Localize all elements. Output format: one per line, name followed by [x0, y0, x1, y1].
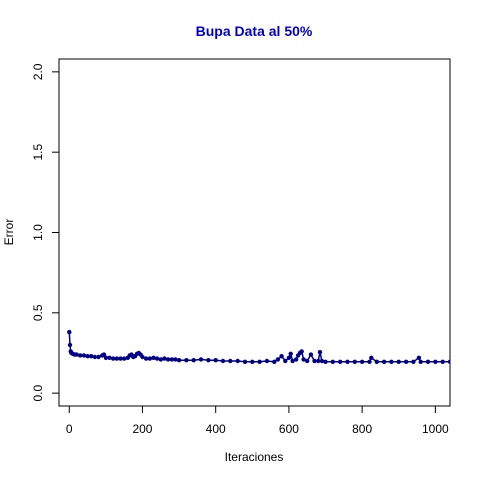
- y-tick-label: 0.5: [31, 304, 45, 321]
- y-tick-label: 0.0: [31, 384, 45, 401]
- x-tick-label: 400: [206, 422, 226, 436]
- y-tick-label: 1.5: [31, 144, 45, 161]
- data-point: [236, 359, 240, 363]
- x-tick-label: 1000: [422, 422, 449, 436]
- data-point: [276, 357, 280, 361]
- data-point: [162, 356, 166, 360]
- data-point: [82, 353, 86, 357]
- data-point: [448, 360, 452, 364]
- y-tick-label: 2.0: [31, 63, 45, 80]
- data-point: [360, 360, 364, 364]
- data-point: [214, 358, 218, 362]
- x-tick-label: 200: [132, 422, 152, 436]
- chart-title: Bupa Data al 50%: [196, 23, 313, 39]
- data-point: [318, 350, 322, 354]
- x-axis: 0 200 400 600 800 1000: [66, 406, 449, 436]
- y-axis-label: Error: [2, 219, 16, 246]
- data-point: [323, 360, 327, 364]
- data-point: [426, 360, 430, 364]
- data-point: [397, 360, 401, 364]
- x-tick-label: 800: [352, 422, 372, 436]
- data-point: [148, 356, 152, 360]
- data-point: [389, 360, 393, 364]
- data-point: [206, 358, 210, 362]
- data-point: [221, 359, 225, 363]
- data-point: [331, 360, 335, 364]
- data-point: [155, 356, 159, 360]
- data-point: [338, 360, 342, 364]
- data-point: [404, 360, 408, 364]
- data-point: [382, 360, 386, 364]
- x-tick-label: 0: [66, 422, 73, 436]
- data-point: [367, 360, 371, 364]
- data-point: [173, 357, 177, 361]
- data-point: [417, 356, 421, 360]
- data-point: [68, 343, 72, 347]
- plot-frame: [59, 59, 450, 406]
- data-point: [192, 358, 196, 362]
- y-tick-label: 1.0: [31, 224, 45, 241]
- data-point: [228, 359, 232, 363]
- data-point: [177, 358, 181, 362]
- data-point: [287, 356, 291, 360]
- data-point: [300, 349, 304, 353]
- data-point: [375, 360, 379, 364]
- data-point: [67, 330, 71, 334]
- y-axis: 0.0 0.5 1.0 1.5 2.0: [31, 63, 59, 401]
- data-point: [243, 360, 247, 364]
- data-series: [67, 330, 452, 364]
- data-point: [289, 352, 293, 356]
- data-point: [411, 360, 415, 364]
- data-point: [345, 360, 349, 364]
- data-point: [433, 360, 437, 364]
- x-axis-label: Iteraciones: [225, 450, 284, 464]
- data-point: [369, 356, 373, 360]
- data-point: [309, 352, 313, 356]
- data-point: [89, 354, 93, 358]
- data-point: [199, 357, 203, 361]
- data-point: [305, 359, 309, 363]
- data-point: [257, 360, 261, 364]
- data-point: [283, 359, 287, 363]
- data-point: [441, 360, 445, 364]
- data-point: [419, 360, 423, 364]
- data-point: [265, 359, 269, 363]
- data-point: [107, 356, 111, 360]
- data-point: [272, 360, 276, 364]
- data-point: [353, 360, 357, 364]
- x-tick-label: 600: [279, 422, 299, 436]
- data-point: [184, 358, 188, 362]
- data-point: [294, 357, 298, 361]
- data-point: [279, 354, 283, 358]
- data-point: [250, 360, 254, 364]
